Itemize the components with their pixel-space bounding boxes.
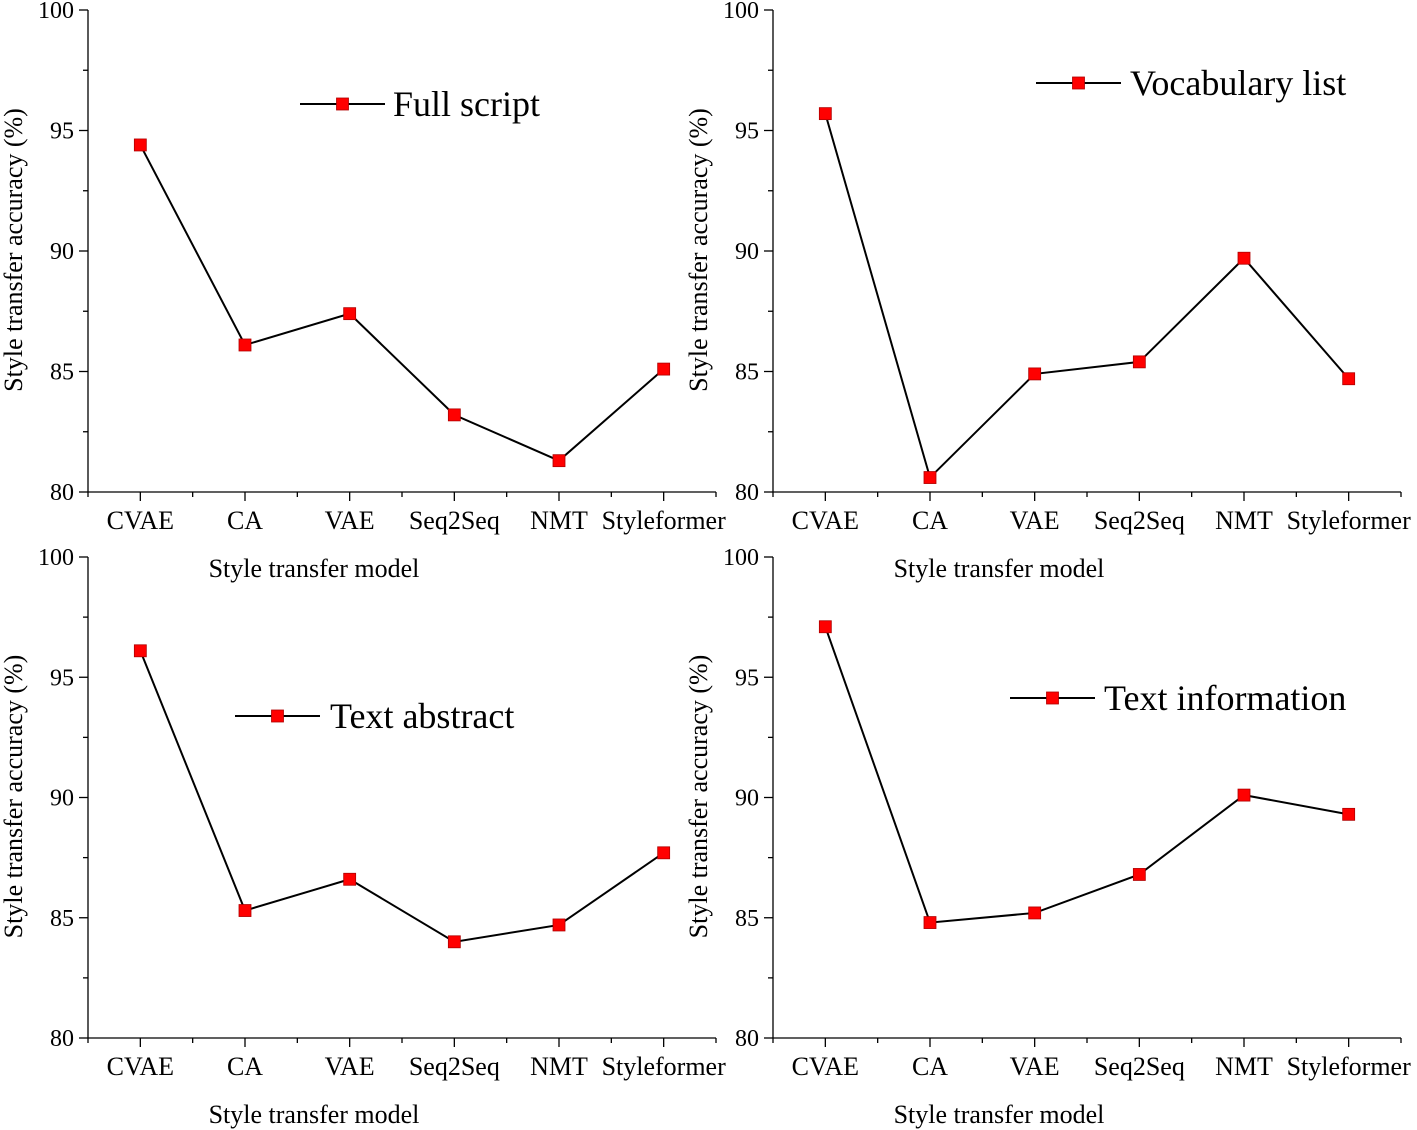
x-tick-label: CVAE bbox=[107, 506, 174, 535]
legend-label: Full script bbox=[393, 84, 540, 124]
data-point bbox=[1342, 807, 1356, 821]
data-point bbox=[1132, 355, 1146, 369]
legend-label: Text abstract bbox=[330, 696, 514, 736]
x-tick-label: Seq2Seq bbox=[1094, 1052, 1185, 1081]
y-tick-label: 80 bbox=[50, 1026, 74, 1052]
data-point bbox=[1237, 251, 1251, 265]
x-tick-label: NMT bbox=[530, 506, 588, 535]
data-point bbox=[133, 138, 147, 152]
series-line bbox=[139, 144, 665, 462]
data-point bbox=[238, 338, 252, 352]
y-tick-label: 85 bbox=[735, 906, 759, 932]
y-tick-label: 90 bbox=[50, 239, 74, 265]
x-axis-title: Style transfer model bbox=[894, 1100, 1105, 1129]
chart-panel-1: 80 85 90 95 100 CVAE CA VAE Seq2Seq NMT Styleforme… bbox=[0, 0, 726, 583]
x-tick-label: Seq2Seq bbox=[1094, 506, 1185, 535]
data-point bbox=[552, 918, 566, 932]
data-point bbox=[1132, 868, 1146, 881]
y-axis-title: Style transfer accuracy (%) bbox=[684, 108, 713, 392]
series-line bbox=[824, 626, 1349, 924]
chart-panel-2: 80 85 90 95 100 CVAE CA VAE Seq2Seq NMT Styleforme… bbox=[684, 0, 1411, 583]
y-tick-label: 80 bbox=[735, 1026, 759, 1052]
x-tick-label: VAE bbox=[325, 506, 375, 535]
legend-marker bbox=[1046, 691, 1059, 705]
x-tick-label: Styleformer bbox=[602, 506, 727, 535]
y-tick-label: 90 bbox=[50, 786, 74, 812]
x-tick-label: CA bbox=[912, 506, 948, 535]
y-tick-label: 100 bbox=[38, 0, 74, 24]
x-tick-label: CA bbox=[227, 1052, 263, 1081]
data-point bbox=[1237, 788, 1251, 802]
y-tick-label: 80 bbox=[735, 480, 759, 506]
data-point bbox=[657, 846, 671, 860]
y-tick-label: 95 bbox=[50, 665, 74, 691]
data-point bbox=[1028, 906, 1042, 920]
x-axis-title: Style transfer model bbox=[209, 1100, 420, 1129]
x-tick-label: CVAE bbox=[107, 1052, 174, 1081]
legend-marker bbox=[1072, 76, 1085, 90]
legend: Full script bbox=[300, 84, 540, 124]
x-tick-label: VAE bbox=[1010, 506, 1060, 535]
x-tick-label: CVAE bbox=[792, 1052, 859, 1081]
x-tick-label: NMT bbox=[1215, 506, 1273, 535]
x-tick-label: VAE bbox=[1010, 1052, 1060, 1081]
series-line bbox=[139, 650, 665, 943]
series-line bbox=[824, 113, 1350, 480]
data-point bbox=[818, 107, 832, 121]
y-tick-label: 85 bbox=[735, 360, 759, 386]
legend-label: Vocabulary list bbox=[1130, 63, 1346, 103]
legend-marker bbox=[336, 97, 349, 111]
y-tick-label: 80 bbox=[50, 480, 74, 506]
x-axis-title: Style transfer model bbox=[209, 554, 420, 583]
legend: Text abstract bbox=[235, 696, 514, 736]
data-point bbox=[343, 872, 357, 886]
chart-panel-4: 80 85 90 95 100 CVAE CA VAE Seq2Seq NMT Styleforme… bbox=[684, 545, 1411, 1129]
y-tick-label: 90 bbox=[735, 786, 759, 812]
x-axis-title: Style transfer model bbox=[894, 554, 1105, 583]
x-tick-label: Styleformer bbox=[1287, 1052, 1412, 1081]
data-point bbox=[923, 916, 937, 929]
data-point bbox=[447, 408, 461, 422]
data-point bbox=[447, 935, 461, 949]
y-tick-label: 95 bbox=[735, 665, 759, 691]
x-tick-label: CVAE bbox=[792, 506, 859, 535]
y-axis-title: Style transfer accuracy (%) bbox=[0, 108, 28, 392]
data-point bbox=[552, 454, 566, 468]
y-tick-label: 95 bbox=[50, 119, 74, 145]
y-tick-label: 100 bbox=[723, 545, 759, 571]
legend-label: Text information bbox=[1104, 678, 1346, 718]
data-point bbox=[343, 307, 357, 321]
y-axis-title: Style transfer accuracy (%) bbox=[684, 655, 713, 939]
y-axis-title: Style transfer accuracy (%) bbox=[0, 655, 28, 939]
legend-marker bbox=[271, 709, 284, 723]
y-tick-label: 85 bbox=[50, 906, 74, 932]
y-tick-label: 100 bbox=[723, 0, 759, 24]
y-tick-label: 90 bbox=[735, 239, 759, 265]
x-tick-label: NMT bbox=[530, 1052, 588, 1081]
chart-panel-3: 80 85 90 95 100 CVAE CA VAE Seq2Seq NMT Styleforme… bbox=[0, 545, 726, 1129]
x-tick-label: CA bbox=[912, 1052, 948, 1081]
y-tick-label: 95 bbox=[735, 119, 759, 145]
legend: Vocabulary list bbox=[1036, 63, 1346, 103]
y-tick-label: 100 bbox=[38, 545, 74, 571]
x-tick-label: Seq2Seq bbox=[409, 506, 500, 535]
x-tick-label: VAE bbox=[325, 1052, 375, 1081]
data-point bbox=[1342, 372, 1356, 386]
x-tick-label: Styleformer bbox=[1287, 506, 1412, 535]
data-point bbox=[238, 904, 252, 917]
x-tick-label: CA bbox=[227, 506, 263, 535]
x-tick-label: Styleformer bbox=[602, 1052, 727, 1081]
data-point bbox=[133, 644, 147, 658]
data-point bbox=[1028, 367, 1042, 381]
data-point bbox=[818, 620, 832, 634]
data-point bbox=[923, 471, 937, 484]
data-point bbox=[657, 362, 671, 376]
x-tick-label: NMT bbox=[1215, 1052, 1273, 1081]
y-tick-label: 85 bbox=[50, 360, 74, 386]
x-tick-label: Seq2Seq bbox=[409, 1052, 500, 1081]
legend: Text information bbox=[1010, 678, 1346, 718]
